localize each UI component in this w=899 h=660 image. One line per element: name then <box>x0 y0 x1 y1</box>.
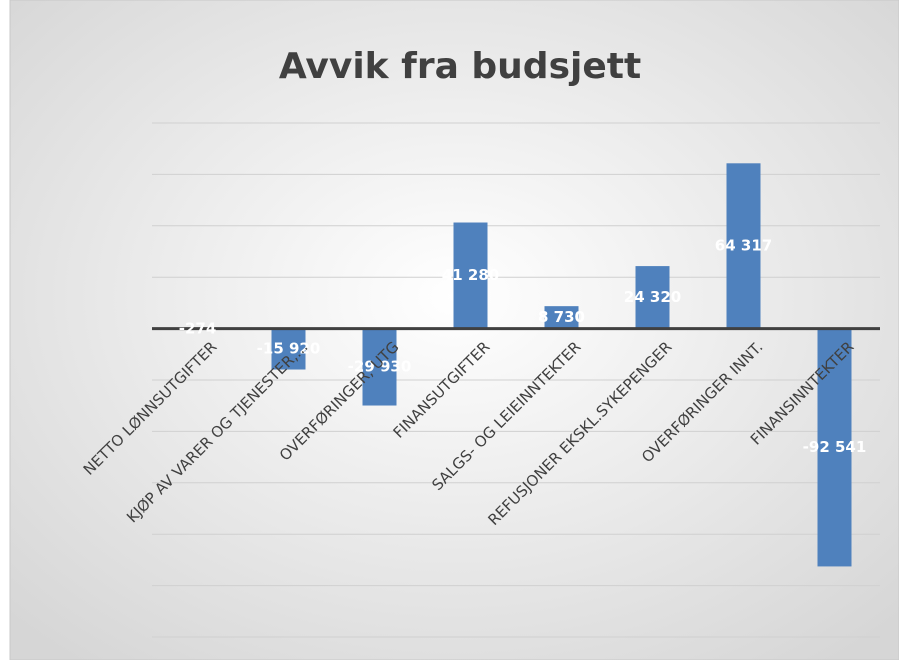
value-label: 24 320 <box>624 288 681 306</box>
value-label: -15 920 <box>257 340 321 358</box>
bar <box>726 163 761 329</box>
chart-title: Avvik fra budsjett <box>279 46 641 87</box>
bars <box>152 163 880 567</box>
value-label: 8 730 <box>538 308 585 326</box>
value-label: -29 930 <box>348 358 412 376</box>
bar <box>544 306 579 329</box>
value-label: -92 541 <box>803 438 867 456</box>
value-label: 64 317 <box>715 236 772 254</box>
bar <box>271 328 306 370</box>
bar <box>362 328 397 406</box>
value-label: 41 280 <box>442 266 499 284</box>
bar <box>635 266 670 329</box>
value-label: -274 <box>179 319 217 337</box>
bar <box>453 222 488 329</box>
bar <box>817 328 852 567</box>
